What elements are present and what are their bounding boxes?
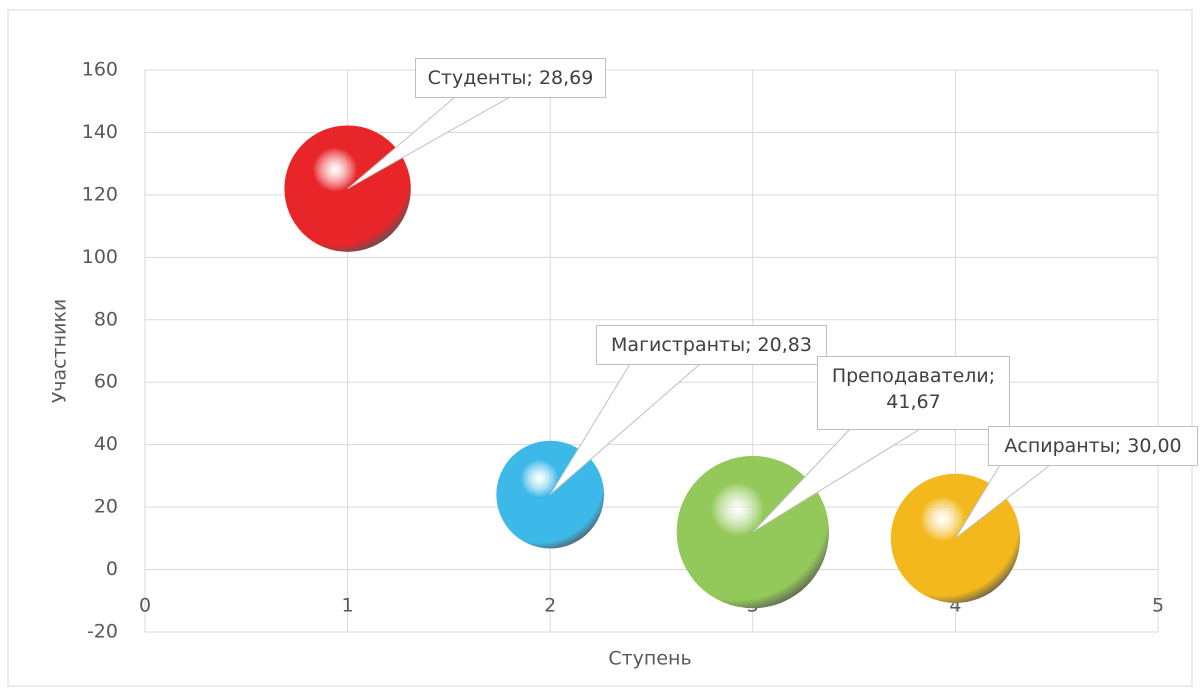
x-tick-label: 2 <box>544 595 556 617</box>
y-axis-title: Участники <box>49 299 71 404</box>
y-tick-label: 40 <box>94 433 118 455</box>
y-tick-label: 120 <box>82 183 118 205</box>
y-tick-label: 160 <box>82 59 118 81</box>
data-label: Аспиранты; 30,00 <box>988 426 1198 466</box>
y-tick-label: -20 <box>87 621 118 643</box>
y-tick-label: 0 <box>106 558 118 580</box>
x-tick-label: 5 <box>1152 595 1164 617</box>
y-tick-label: 140 <box>82 121 118 143</box>
y-tick-label: 20 <box>94 496 118 518</box>
x-axis-title: Ступень <box>608 648 691 670</box>
x-tick-label: 1 <box>342 595 354 617</box>
y-tick-label: 80 <box>94 308 118 330</box>
x-tick-label: 0 <box>139 595 151 617</box>
data-label: Студенты; 28,69 <box>415 58 606 98</box>
data-label: Магистранты; 20,83 <box>596 325 827 365</box>
y-tick-label: 60 <box>94 371 118 393</box>
data-label: Преподаватели; 41,67 <box>817 356 1010 430</box>
y-tick-label: 100 <box>82 246 118 268</box>
